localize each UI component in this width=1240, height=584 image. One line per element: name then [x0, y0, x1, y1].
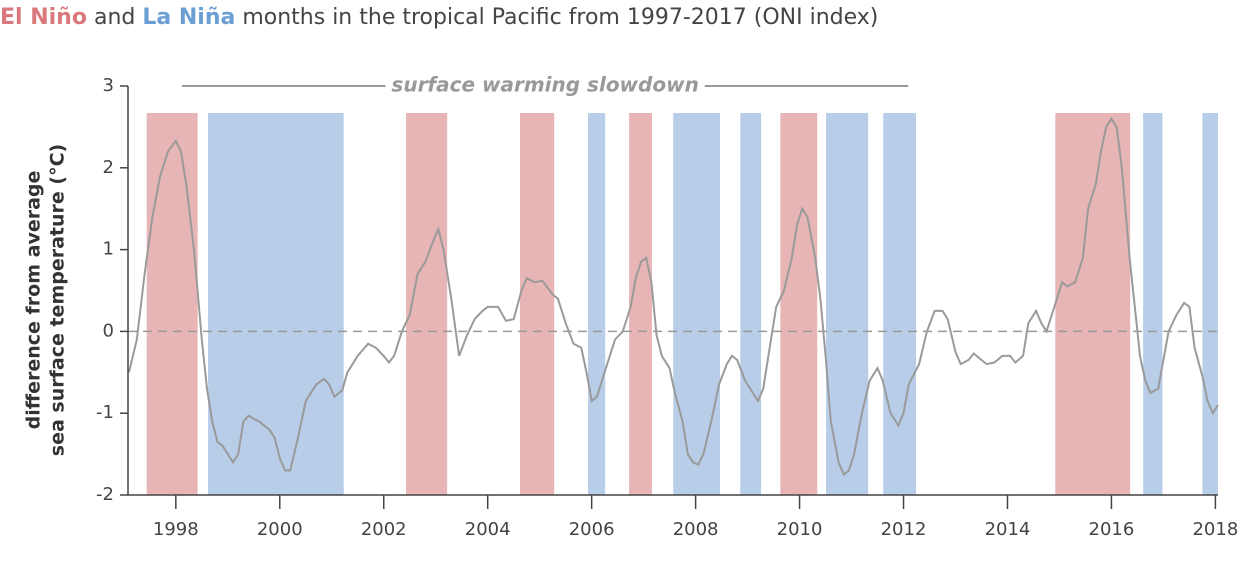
x-tick-label: 2002	[361, 519, 407, 540]
title-segment: La Niña	[142, 5, 235, 30]
y-tick-label: 2	[103, 157, 114, 178]
x-tick-label: 2004	[465, 519, 511, 540]
el-nino-band	[1055, 113, 1131, 495]
x-tick-label: 2018	[1192, 519, 1238, 540]
y-tick-label: 1	[103, 239, 114, 260]
la-nina-band	[883, 113, 917, 495]
x-tick-label: 2008	[673, 519, 719, 540]
el-nino-band	[629, 113, 652, 495]
annotation: surface warming slowdown	[391, 73, 698, 97]
la-nina-band	[1143, 113, 1163, 495]
la-nina-band	[208, 113, 344, 495]
el-nino-band	[146, 113, 198, 495]
oni-line	[128, 116, 1219, 477]
la-nina-band	[673, 113, 721, 495]
x-tick-label: 2016	[1089, 519, 1135, 540]
x-tick-label: 2006	[569, 519, 615, 540]
x-tick-label: 2014	[985, 519, 1031, 540]
y-axis-label: sea surface temperature (°C)	[47, 144, 69, 456]
el-nino-band	[780, 113, 818, 495]
x-tick-label: 2012	[881, 519, 927, 540]
y-tick-label: -2	[96, 484, 114, 505]
title-segment: and	[87, 5, 142, 30]
y-tick-label: 0	[103, 320, 114, 341]
y-tick-label: 3	[103, 75, 114, 96]
la-nina-band	[740, 113, 762, 495]
la-nina-band	[826, 113, 869, 495]
x-tick-label: 1998	[153, 519, 199, 540]
y-axis-label: difference from average	[23, 171, 45, 430]
x-tick-label: 2000	[257, 519, 303, 540]
el-nino-band	[406, 113, 448, 495]
y-tick-label: -1	[96, 402, 114, 423]
el-nino-band	[519, 113, 555, 495]
la-nina-band	[588, 113, 606, 495]
title-segment: El Niño	[0, 5, 87, 30]
la-nina-band	[1202, 113, 1218, 495]
x-tick-label: 2010	[777, 519, 823, 540]
chart-title: El Niño and La Niña months in the tropic…	[0, 5, 878, 30]
title-segment: months in the tropical Pacific from 1997…	[235, 5, 878, 30]
